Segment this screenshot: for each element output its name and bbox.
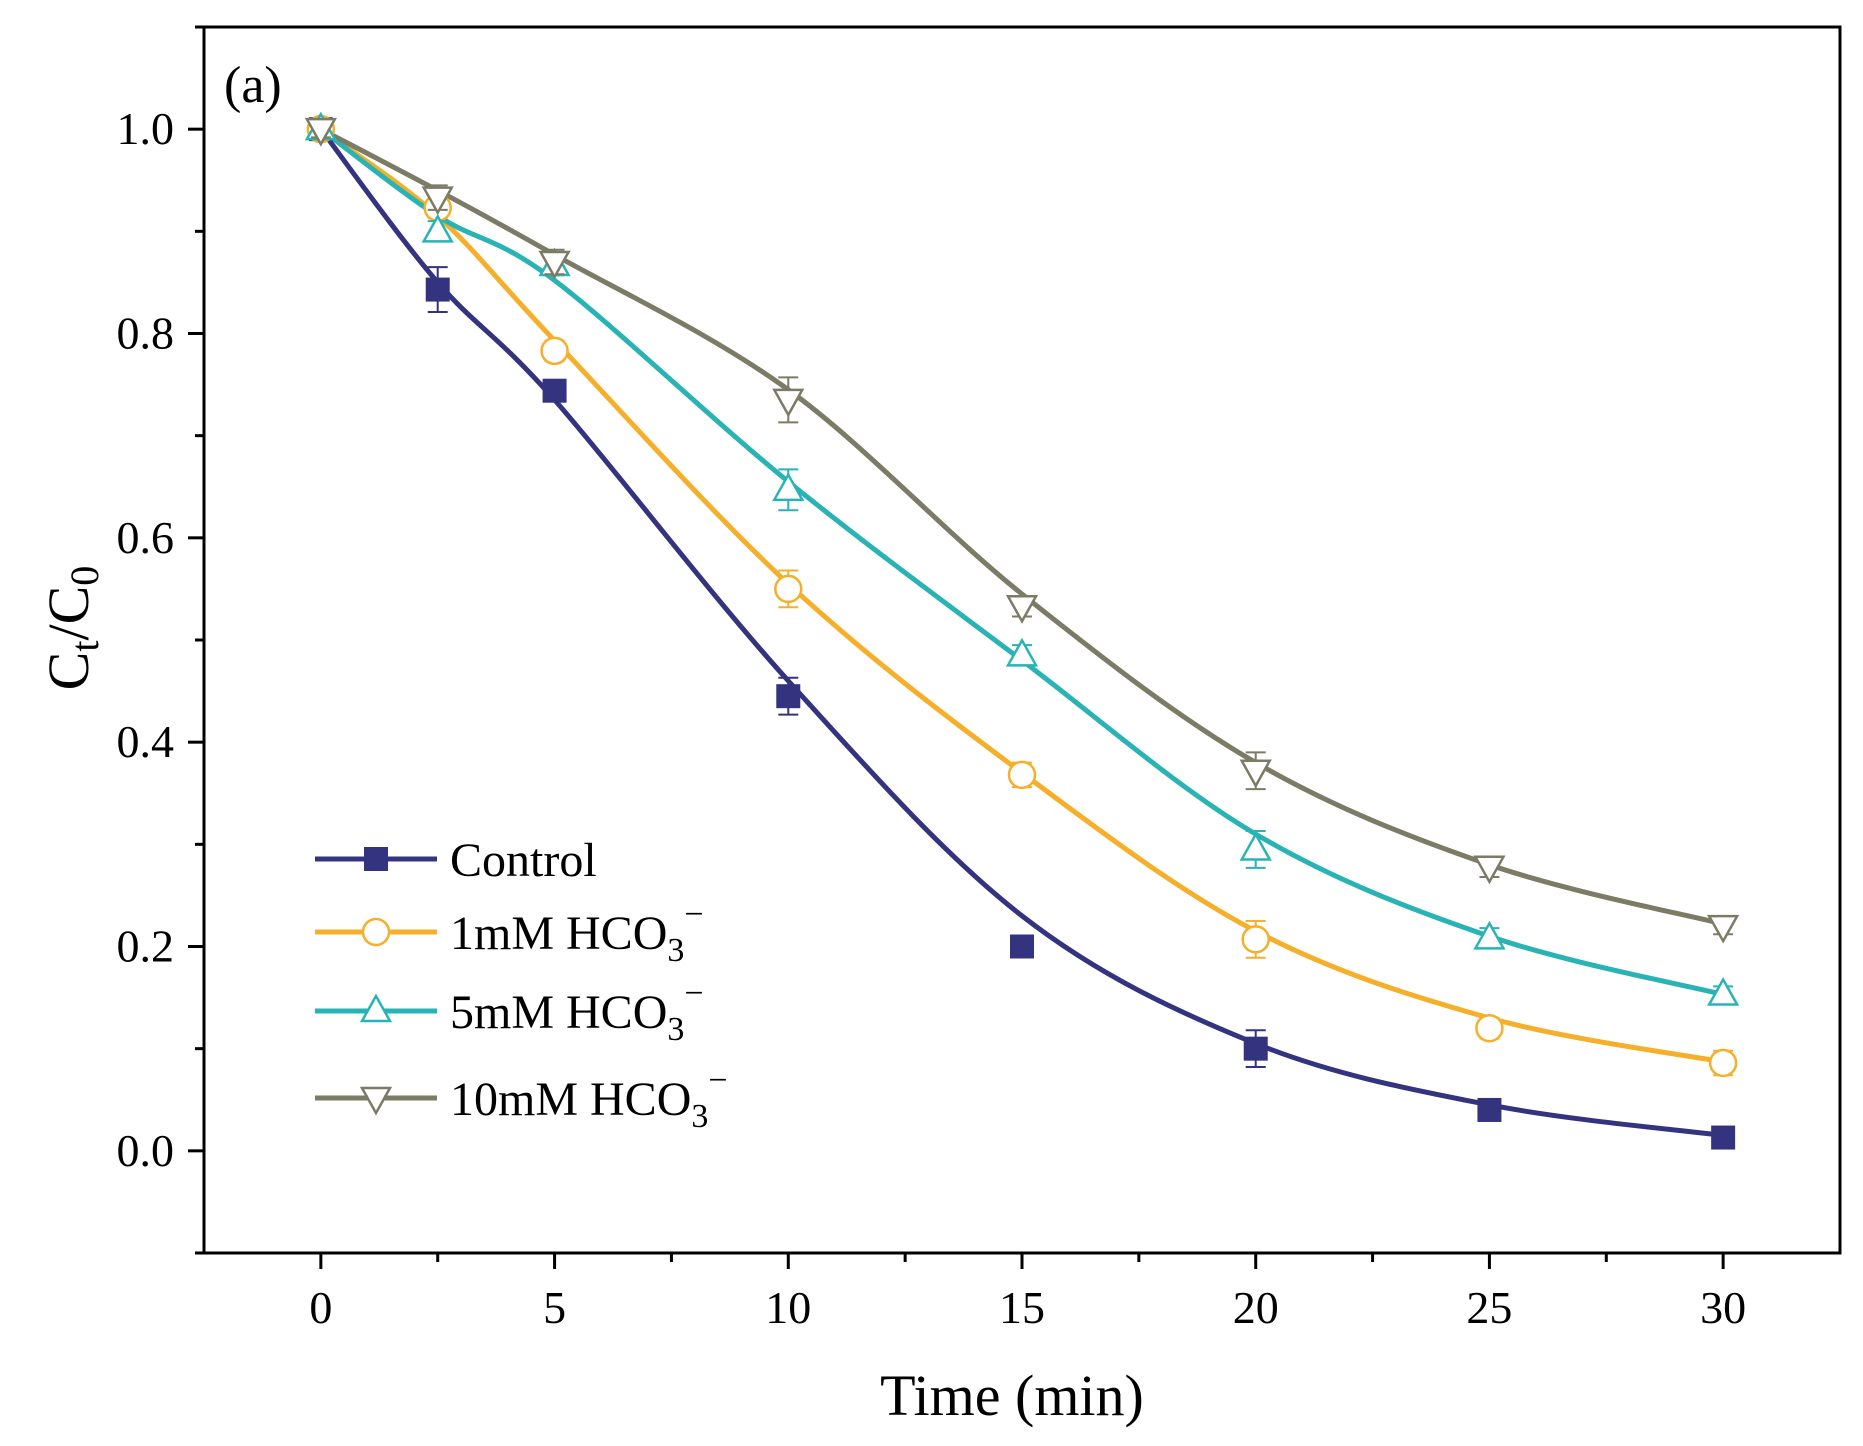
- data-point: [774, 574, 803, 604]
- legend-label-sup: −: [708, 1062, 727, 1099]
- legend-marker: [359, 1086, 393, 1116]
- data-point: [542, 378, 567, 403]
- y-tick-label: 0.0: [117, 1125, 175, 1176]
- legend-label: 5mM HCO3−: [450, 975, 704, 1048]
- x-tick-label: 5: [543, 1282, 566, 1333]
- data-point: [540, 336, 569, 366]
- legend-label-main: 1mM HCO: [450, 907, 667, 960]
- legend-label-sub: 3: [691, 1098, 708, 1135]
- data-point: [1239, 759, 1272, 789]
- data-point: [1708, 1048, 1738, 1078]
- data-point: [304, 117, 337, 147]
- data-point: [538, 250, 571, 280]
- data-point: [1707, 976, 1740, 1006]
- x-tick-label: 10: [765, 1282, 811, 1333]
- fit-line: [319, 126, 1724, 927]
- legend-marker: [364, 847, 388, 871]
- data-point: [772, 388, 805, 418]
- legend-label-main: 5mM HCO: [450, 986, 667, 1039]
- x-tick-label: 25: [1466, 1282, 1512, 1333]
- data-point: [421, 213, 454, 243]
- data-point: [1239, 831, 1272, 861]
- y-tick-label: 0.6: [117, 512, 175, 563]
- legend-label-main: Control: [450, 834, 597, 887]
- data-point: [1010, 934, 1034, 959]
- plot-frame: [202, 25, 1842, 1255]
- data-point: [1243, 1036, 1268, 1061]
- y-axis-title: Ct/C0: [36, 566, 107, 691]
- fit-line: [319, 127, 1724, 1065]
- y-tick-label: 0.8: [117, 308, 175, 359]
- legend-label: 1mM HCO3−: [450, 896, 704, 969]
- y-tick-label: 0.2: [117, 921, 175, 972]
- legend-item-1: 1mM HCO3−: [315, 896, 704, 969]
- data-point: [421, 186, 454, 216]
- data-point: [776, 684, 801, 709]
- data-point: [1711, 1125, 1736, 1150]
- data-point: [425, 277, 450, 302]
- data-point: [1707, 914, 1740, 944]
- legend-item-2: 5mM HCO3−: [315, 975, 704, 1048]
- x-axis-title: Time (min): [880, 1363, 1144, 1428]
- fit-line: [318, 127, 1724, 1138]
- x-tick-label: 15: [999, 1282, 1045, 1333]
- data-point: [1005, 595, 1039, 624]
- data-point: [1241, 925, 1270, 954]
- data-point: [1475, 1013, 1504, 1043]
- data-point: [1473, 855, 1506, 885]
- y-axis-title-slash: /C: [36, 586, 101, 641]
- legend-item-0: Control: [315, 834, 597, 887]
- legend-label-sup: −: [684, 975, 703, 1012]
- series-3: [319, 126, 1724, 927]
- series-points-3: [304, 117, 1740, 944]
- y-tick-label: 0.4: [117, 716, 175, 767]
- x-tick-label: 0: [309, 1282, 332, 1333]
- y-tick-label: 1.0: [117, 103, 175, 154]
- legend-label-sub: 3: [667, 932, 684, 969]
- data-point: [1007, 760, 1037, 790]
- series-layer: [304, 111, 1740, 1150]
- y-axis-title-base: C: [36, 652, 101, 691]
- legend-label-main: 10mM HCO: [450, 1073, 691, 1126]
- data-point: [1005, 637, 1039, 667]
- legend-marker: [359, 993, 393, 1023]
- y-axis-title-sub1: t: [62, 641, 107, 652]
- fit-line: [319, 127, 1724, 997]
- legend-label-sub: 3: [667, 1011, 684, 1048]
- ticks-layer: 0 5 10 15 20 25 30 0.0 0.2 0.4 0.6 0.8 1.0: [117, 25, 1746, 1333]
- x-tick-label: 20: [1233, 1282, 1279, 1333]
- legend-item-3: 10mM HCO3−: [315, 1062, 728, 1135]
- legend-label-sup: −: [684, 896, 703, 933]
- legend-label: 10mM HCO3−: [450, 1062, 728, 1135]
- panel-label: (a): [224, 57, 282, 114]
- series-1: [319, 127, 1724, 1065]
- y-axis-title-sub2: 0: [62, 566, 107, 586]
- data-point: [772, 472, 805, 502]
- series-2: [319, 127, 1724, 997]
- legend-label: Control: [450, 834, 597, 887]
- data-point: [1473, 920, 1506, 950]
- legend-marker: [361, 917, 391, 947]
- x-tick-label: 30: [1700, 1282, 1746, 1333]
- series-0: [318, 127, 1724, 1138]
- data-point: [1477, 1097, 1502, 1122]
